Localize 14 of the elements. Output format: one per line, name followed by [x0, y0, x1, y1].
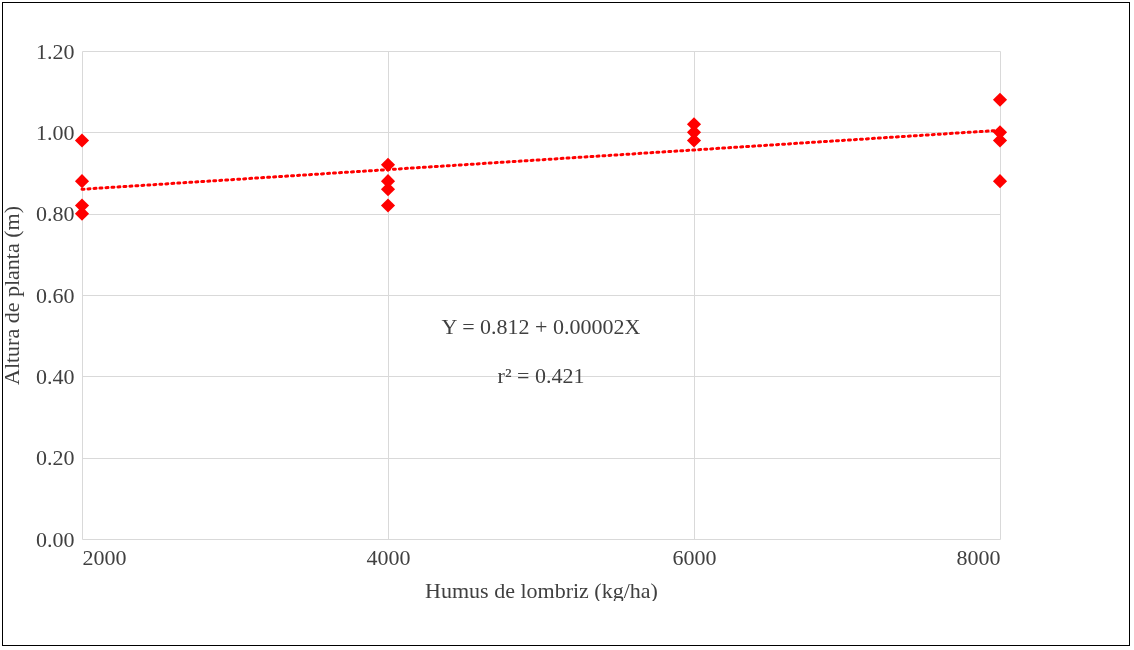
x-tick-label: 6000	[672, 544, 717, 570]
x-tick-label: 2000	[82, 544, 127, 570]
y-tick-label: 1.00	[36, 119, 75, 145]
annotation: Y = 0.812 + 0.00002X	[441, 313, 641, 339]
y-tick-label: 0.20	[36, 445, 75, 471]
y-tick-label: 0.40	[36, 363, 75, 389]
y-tick-label: 0.80	[36, 201, 75, 227]
x-tick-label: 8000	[956, 544, 1001, 570]
y-tick-label: 0.00	[36, 526, 75, 552]
annotation: r² = 0.421	[497, 362, 585, 388]
y-tick-label: 0.60	[36, 282, 75, 308]
y-tick-label: 1.20	[36, 38, 75, 64]
y-axis-title: Altura de planta (m)	[0, 206, 24, 385]
x-tick-label: 4000	[366, 544, 411, 570]
